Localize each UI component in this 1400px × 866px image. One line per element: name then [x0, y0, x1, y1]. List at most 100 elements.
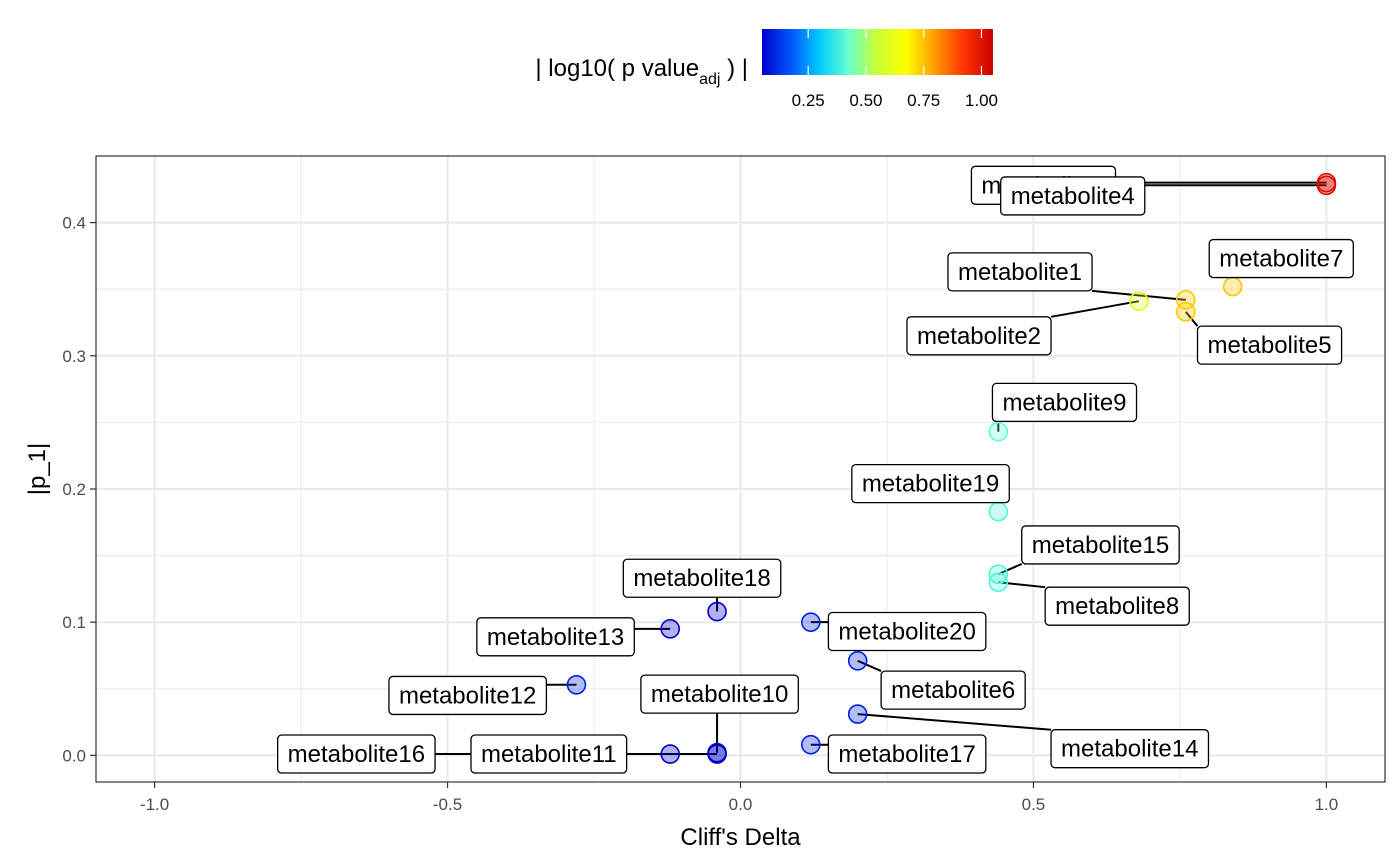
x-axis: -1.0 -0.5 0.0 0.5 1.0 [140, 782, 1338, 814]
leader-line [1091, 289, 1186, 301]
color-legend: | log10( p valueadj ) | 0.25 0.50 0.75 1.00 [535, 29, 998, 110]
data-point-metabolite8 [988, 572, 1009, 593]
x-tick-label: -0.5 [433, 795, 462, 814]
data-point-metabolite18 [707, 601, 727, 622]
y-tick-label: 0.0 [62, 746, 86, 765]
point-label-metabolite12: metabolite12 [388, 675, 548, 716]
point-label-text: metabolite1 [958, 259, 1082, 286]
label-box [851, 464, 1010, 504]
y-tick-label: 0.3 [62, 347, 86, 366]
point-label-metabolite18: metabolite18 [622, 558, 782, 598]
y-axis-title: |p_1| [24, 443, 51, 496]
label-box [276, 734, 436, 774]
point-label-text: metabolite12 [399, 682, 536, 709]
point-label-text: metabolite7 [1219, 246, 1343, 273]
label-box [1044, 586, 1190, 626]
point-label-metabolite19: metabolite19 [851, 464, 1010, 504]
x-tick-label: 1.0 [1315, 795, 1339, 814]
legend-title-main: | log10( p value [535, 55, 699, 82]
data-point-metabolite6 [847, 650, 868, 671]
y-tick-label: 0.1 [62, 613, 86, 632]
data-point-metabolite17 [801, 734, 821, 755]
leader-line [857, 659, 882, 673]
point-label-metabolite1: metabolite1 [947, 252, 1093, 292]
label-box [827, 734, 987, 774]
point-label-metabolite16: metabolite16 [276, 734, 436, 774]
point-label-metabolite10: metabolite10 [640, 674, 799, 714]
label-box [1000, 176, 1146, 216]
point-label-text: metabolite19 [862, 471, 999, 498]
point-label-metabolite9: metabolite9 [991, 382, 1138, 423]
y-axis: 0.0 0.1 0.2 0.3 0.4 [62, 214, 96, 765]
colorbar [762, 29, 993, 75]
label-box [1021, 525, 1180, 565]
data-point-metabolite11 [660, 744, 680, 764]
data-point-metabolite2 [1129, 291, 1149, 311]
x-tick-label: -1.0 [140, 795, 169, 814]
point-label-text: metabolite2 [917, 323, 1041, 350]
label-box [991, 382, 1138, 423]
data-point-metabolite7 [1222, 276, 1243, 297]
label-box [388, 675, 548, 716]
point-label-text: metabolite4 [1011, 183, 1135, 210]
point-label-metabolite4: metabolite4 [1000, 176, 1146, 216]
point-label-text: metabolite14 [1061, 736, 1198, 763]
data-point-metabolite5 [1175, 302, 1196, 322]
label-box [880, 670, 1026, 710]
point-label-metabolite15: metabolite15 [1021, 525, 1180, 565]
data-point-metabolite4 [1316, 175, 1337, 196]
point-label-text: metabolite11 [481, 741, 617, 768]
point-label-metabolite11: metabolite11 [470, 734, 628, 774]
label-box [906, 316, 1052, 356]
data-point-metabolite13 [660, 619, 680, 639]
label-box [470, 734, 628, 774]
legend-title-end: ) | [720, 55, 748, 82]
label-box [947, 252, 1093, 292]
label-box [1196, 325, 1343, 365]
legend-title: | log10( p valueadj ) | [535, 55, 748, 88]
data-point-metabolite12 [566, 674, 587, 695]
point-label-text: metabolite17 [838, 741, 975, 768]
data-point-metabolite19 [988, 501, 1009, 522]
plot-area: metabolite1metabolite2metabolite3metabol… [95, 155, 1386, 783]
data-point-metabolite14 [847, 704, 868, 724]
legend-title-sub: adj [699, 71, 720, 88]
y-tick-label: 0.4 [62, 214, 86, 233]
leader-line [857, 713, 1052, 731]
x-tick-label: 0.0 [729, 795, 753, 814]
point-labels: metabolite1metabolite2metabolite3metabol… [276, 165, 1354, 774]
leader-line [997, 563, 1023, 576]
y-tick-label: 0.2 [62, 480, 86, 499]
data-point-metabolite15 [988, 564, 1009, 585]
point-label-text: metabolite20 [838, 618, 975, 645]
label-box [1050, 729, 1210, 769]
colorbar-tick-label: 1.00 [965, 91, 998, 110]
point-label-text: metabolite16 [288, 741, 425, 768]
colorbar-tick-label: 0.75 [907, 91, 940, 110]
point-label-text: metabolite10 [651, 681, 788, 708]
point-label-text: metabolite15 [1032, 532, 1169, 559]
leader-line [1050, 300, 1140, 318]
point-label-text: metabolite13 [487, 624, 624, 651]
x-axis-title: Cliff's Delta [680, 824, 801, 851]
data-point-metabolite16 [707, 744, 727, 764]
colorbar-tick-label: 0.50 [849, 91, 882, 110]
point-label-text: metabolite5 [1208, 332, 1332, 359]
point-label-metabolite14: metabolite14 [1050, 729, 1210, 769]
data-points [566, 172, 1337, 764]
point-label-text: metabolite18 [633, 565, 770, 592]
point-label-metabolite6: metabolite6 [880, 670, 1026, 710]
point-label-text: metabolite8 [1055, 593, 1179, 620]
label-box [476, 617, 635, 657]
x-tick-label: 0.5 [1022, 795, 1046, 814]
point-label-metabolite17: metabolite17 [827, 734, 987, 774]
point-label-metabolite2: metabolite2 [906, 316, 1052, 356]
colorbar-tick-label: 0.25 [792, 91, 825, 110]
colorbar-ticks: 0.25 0.50 0.75 1.00 [792, 29, 998, 110]
point-label-metabolite8: metabolite8 [1044, 586, 1190, 626]
point-label-text: metabolite9 [1002, 389, 1126, 416]
point-label-text: metabolite6 [891, 677, 1015, 704]
leader-line [998, 581, 1046, 589]
point-label-metabolite13: metabolite13 [476, 617, 635, 657]
